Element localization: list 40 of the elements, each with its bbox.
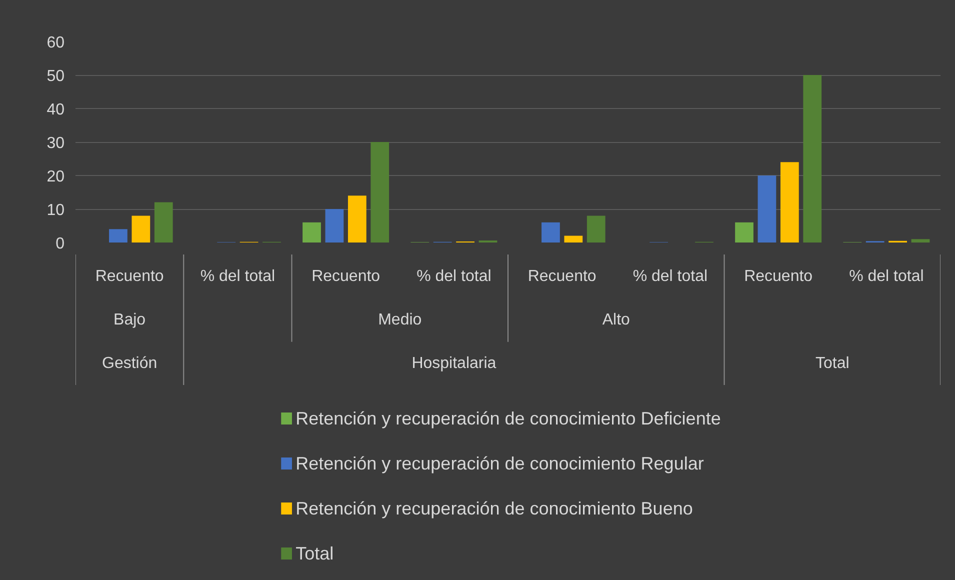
- y-tick-label: 50: [46, 68, 65, 85]
- x-tick-label: % del total: [849, 268, 924, 285]
- y-tick-label: 30: [46, 135, 65, 152]
- x-tick-label: Recuento: [95, 268, 164, 285]
- bar: [564, 236, 583, 242]
- x-tick-label: % del total: [200, 268, 276, 285]
- bar: [370, 142, 390, 242]
- bar: [109, 229, 128, 242]
- bar: [758, 176, 776, 242]
- legend-label: Retención y recuperación de conocimiento Deficiente: [296, 408, 721, 428]
- bar: [325, 209, 344, 242]
- text: Alto: [602, 312, 630, 328]
- y-tick-label: 0: [56, 236, 65, 252]
- text: Medio: [378, 312, 422, 328]
- bar: [735, 222, 754, 242]
- bar: [911, 239, 930, 242]
- y-tick-label: 10: [46, 202, 65, 219]
- legend-label: Total: [296, 544, 334, 564]
- x-tick-label: Recuento: [744, 268, 813, 285]
- y-tick-label: 40: [46, 102, 65, 118]
- x-tick-label: % del total: [416, 268, 492, 285]
- legend-label: Retención y recuperación de conocimiento Regular: [296, 454, 704, 474]
- bar: [154, 202, 173, 242]
- text: Hospitalaria: [412, 355, 496, 372]
- legend-label: Retención y recuperación de conocimiento Bueno: [296, 498, 693, 518]
- bar: [586, 216, 606, 242]
- x-tick-label: Recuento: [528, 268, 596, 285]
- text: Total: [815, 355, 850, 372]
- text: Gestión: [102, 355, 158, 372]
- bar: [803, 75, 822, 242]
- bar: [780, 162, 799, 242]
- bar: [542, 222, 560, 242]
- bar: [302, 222, 321, 242]
- text: Bajo: [114, 312, 146, 328]
- y-tick-label: 20: [46, 168, 65, 186]
- y-tick-label: 60: [46, 34, 65, 52]
- bar: [132, 216, 150, 242]
- x-tick-label: % del total: [632, 268, 708, 285]
- bar: [348, 196, 366, 242]
- x-tick-label: Recuento: [312, 268, 380, 285]
